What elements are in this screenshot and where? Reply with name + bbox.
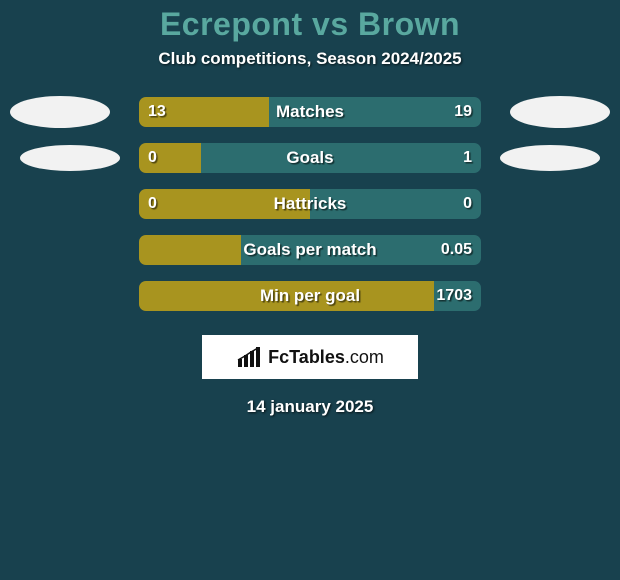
bar-left — [139, 189, 310, 219]
stat-value-left: 0 — [148, 143, 157, 173]
stat-value-right: 19 — [454, 97, 472, 127]
bar-track — [139, 143, 481, 173]
stat-value-right: 0 — [463, 189, 472, 219]
bar-left — [139, 235, 241, 265]
bar-left — [139, 281, 434, 311]
site-logo-icon — [236, 345, 264, 369]
stat-value-left: 0 — [148, 189, 157, 219]
site-badge[interactable]: FcTables.com — [202, 335, 418, 379]
bar-right — [201, 143, 481, 173]
team-badge-right — [510, 96, 610, 128]
comparison-card: Ecrepont vs Brown Club competitions, Sea… — [0, 0, 620, 580]
stat-row: Goals01 — [0, 143, 620, 189]
stat-row: Matches1319 — [0, 97, 620, 143]
stat-value-right: 1703 — [436, 281, 472, 311]
site-name-bold: FcTables — [268, 347, 345, 367]
site-name-light: .com — [345, 347, 384, 367]
stat-row: Hattricks00 — [0, 189, 620, 235]
stat-row: Min per goal1703 — [0, 281, 620, 327]
subtitle: Club competitions, Season 2024/2025 — [0, 49, 620, 69]
date-label: 14 january 2025 — [0, 397, 620, 417]
bar-track — [139, 281, 481, 311]
stat-rows-container: Matches1319Goals01Hattricks00Goals per m… — [0, 97, 620, 327]
player-right-name: Brown — [358, 6, 460, 42]
stat-value-right: 1 — [463, 143, 472, 173]
stat-value-left: 13 — [148, 97, 166, 127]
team-badge-right — [500, 145, 600, 171]
bar-track — [139, 97, 481, 127]
team-badge-left — [20, 145, 120, 171]
player-left-name: Ecrepont — [160, 6, 303, 42]
site-name: FcTables.com — [268, 347, 384, 368]
bar-right — [310, 189, 481, 219]
vs-separator: vs — [312, 6, 349, 42]
stat-row: Goals per match0.05 — [0, 235, 620, 281]
bar-right — [269, 97, 481, 127]
stat-value-right: 0.05 — [441, 235, 472, 265]
page-title: Ecrepont vs Brown — [0, 6, 620, 43]
team-badge-left — [10, 96, 110, 128]
bar-track — [139, 235, 481, 265]
bar-track — [139, 189, 481, 219]
